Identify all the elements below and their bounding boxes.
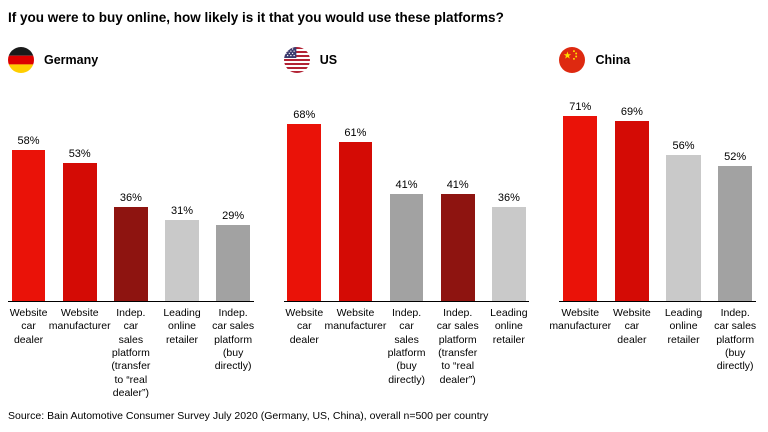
labels-row: Website manufacturer Website car dealer Le… [549,302,756,374]
bar-column: 41% [386,179,427,301]
bar-category-label: Website car dealer [9,306,48,346]
bar-category-label: Indep. car sales platform (buy directly) [387,306,426,386]
bar-label-column: Leading online retailer [488,302,529,387]
bar-value-label: 56% [672,140,695,153]
panel-header-germany: Germany [8,46,254,73]
bar-value-label: 58% [17,135,40,148]
us-flag-icon [283,46,310,73]
bar-category-label: Indep. car sales platform (buy directly) [714,306,757,373]
bar-column: 53% [59,148,100,301]
bar-label-column: Website car dealer [611,302,653,374]
bar [11,150,46,301]
bar-value-label: 52% [724,150,747,163]
bar-label-column: Indep. car sales platform (transfer to “… [437,302,479,387]
bar-column: 68% [284,109,325,301]
bar [666,155,701,301]
panel-china: China 71% 69% 56% 52% Website manufacturer Web… [549,46,757,374]
bar [389,194,424,301]
bar-label-column: Leading online retailer [663,302,705,374]
bar-column: 36% [488,192,529,301]
bar-category-label: Leading online retailer [490,306,528,346]
panel-header-us: US [283,46,530,73]
bar-column: 29% [213,210,254,301]
bar-label-column: Indep. car sales platform (buy directly) [714,302,756,374]
bar-category-label: Website car dealer [613,306,651,346]
bar [491,207,526,301]
bar [338,142,373,301]
bar [287,124,322,301]
bar [440,194,475,301]
bar-category-label: Indep. car sales platform (transfer to “… [436,306,479,386]
bar-column: 56% [663,140,705,301]
bar-category-label: Website car dealer [285,306,324,346]
panel-header-china: China [559,46,756,73]
bar-column: 52% [714,151,756,301]
bar-category-label: Leading online retailer [664,306,703,346]
bar-value-label: 29% [222,210,245,223]
bar-category-label: Leading online retailer [163,306,201,346]
bar-label-column: Website car dealer [284,302,325,387]
country-label: Germany [44,52,99,67]
bar-value-label: 36% [497,192,520,205]
bar-column: 69% [611,106,653,301]
bar-value-label: 36% [119,192,142,205]
bar-label-column: Indep. car sales platform (transfer to “… [110,302,151,400]
bars-area: 68% 61% 41% 41% 36% [283,83,530,302]
country-label: China [595,52,631,67]
bars-area: 58% 53% 36% 31% 29% [8,83,254,302]
country-label: US [319,52,338,67]
panel-germany: Germany 58% 53% 36% 31% 29% Website car dealer… [8,46,254,400]
bar [718,165,753,301]
bar [165,220,199,301]
bar-value-label: 69% [620,106,643,119]
bar [113,207,148,301]
bar-value-label: 41% [395,179,418,192]
bar [62,163,97,301]
panels: Germany 58% 53% 36% 31% 29% Website car dealer… [8,46,758,400]
source-note: Source: Bain Automotive Consumer Survey … [8,410,489,422]
labels-row: Website car dealer Website manufacturer In… [8,302,254,400]
bar-label-column: Website car dealer [8,302,49,400]
bar-value-label: 31% [170,205,193,218]
panel-us: US 68% 61% 41% 41% 36% Website car dealer Websi… [283,46,530,387]
bar-column: 58% [8,135,49,301]
bar [614,121,649,301]
bar-label-column: Website manufacturer [325,302,387,387]
bar-category-label: Indep. car sales platform (transfer to “… [111,306,151,399]
bar-category-label: Website manufacturer [324,306,387,333]
bar [216,225,250,301]
bar-column: 71% [559,101,601,301]
bars-area: 71% 69% 56% 52% [559,83,757,302]
bar-label-column: Indep. car sales platform (buy directly) [386,302,427,387]
bar [563,116,598,301]
bar-label-column: Website manufacturer [49,302,111,400]
bar-value-label: 61% [344,127,367,140]
bar-column: 41% [437,179,478,301]
bar-label-column: Leading online retailer [161,302,202,400]
bar-label-column: Website manufacturer [549,302,611,374]
bar-column: 61% [335,127,376,301]
germany-flag-icon [8,46,34,73]
bar-label-column: Indep. car sales platform (buy directly) [212,302,254,400]
bar-value-label: 53% [68,148,91,161]
bar-value-label: 71% [569,101,592,114]
bar-column: 36% [110,192,151,301]
labels-row: Website car dealer Website manufacturer In… [284,302,530,387]
bar-category-label: Indep. car sales platform (buy directly) [212,306,255,373]
chart-title: If you were to buy online, how likely is… [8,10,504,25]
bar-category-label: Website manufacturer [48,306,111,333]
bar-category-label: Website manufacturer [549,306,612,333]
bar-column: 31% [161,205,202,301]
bar-value-label: 68% [293,109,316,122]
china-flag-icon [559,46,586,73]
bar-value-label: 41% [446,179,469,192]
